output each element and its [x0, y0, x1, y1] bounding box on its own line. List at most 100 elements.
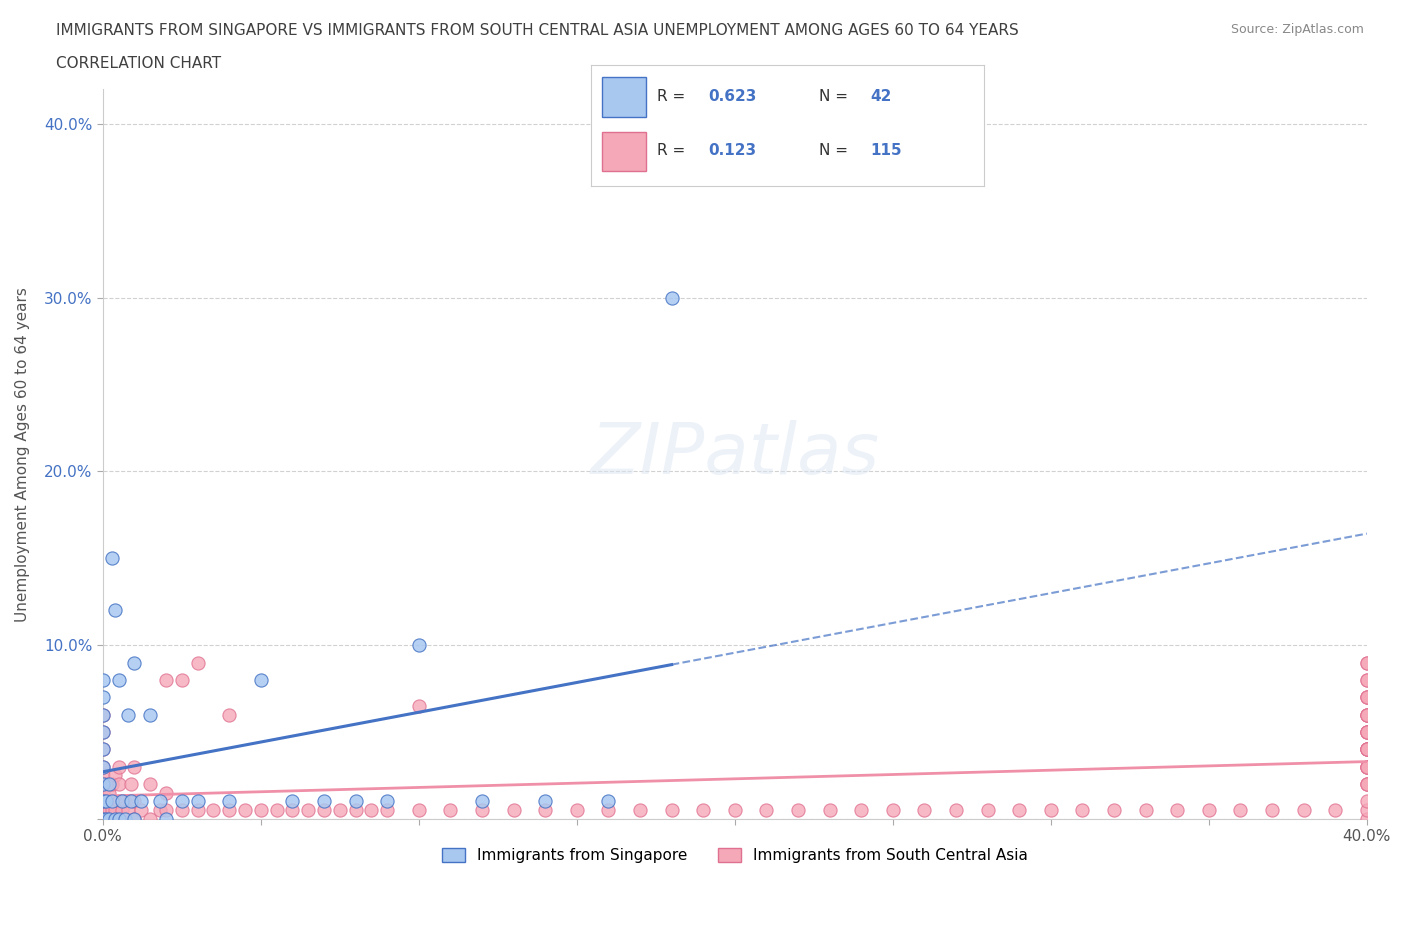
Point — [1355, 707, 1378, 722]
Point — [187, 794, 209, 809]
Point — [94, 794, 117, 809]
Point — [124, 811, 146, 826]
Point — [344, 803, 367, 817]
Point — [1355, 777, 1378, 791]
Point — [91, 785, 114, 800]
Point — [249, 803, 271, 817]
Point — [107, 811, 129, 826]
Point — [139, 777, 162, 791]
Point — [628, 803, 651, 817]
Point — [91, 794, 114, 809]
Point — [1355, 759, 1378, 774]
Point — [266, 803, 288, 817]
Point — [661, 803, 683, 817]
Text: 115: 115 — [870, 143, 901, 158]
Point — [1355, 794, 1378, 809]
Point — [91, 724, 114, 739]
Point — [91, 794, 114, 809]
Point — [94, 777, 117, 791]
Text: R =: R = — [658, 143, 690, 158]
Point — [91, 742, 114, 757]
Point — [98, 803, 121, 817]
Point — [598, 794, 620, 809]
Point — [218, 707, 240, 722]
Point — [98, 785, 121, 800]
Point — [851, 803, 873, 817]
Point — [129, 794, 152, 809]
Point — [787, 803, 810, 817]
Point — [1355, 803, 1378, 817]
Point — [91, 777, 114, 791]
Legend: Immigrants from Singapore, Immigrants from South Central Asia: Immigrants from Singapore, Immigrants fr… — [436, 843, 1033, 870]
Point — [1355, 742, 1378, 757]
Point — [104, 768, 127, 783]
Point — [1166, 803, 1188, 817]
Point — [1292, 803, 1315, 817]
Point — [1261, 803, 1284, 817]
Point — [155, 785, 177, 800]
Text: 0.623: 0.623 — [709, 89, 756, 104]
Point — [233, 803, 256, 817]
Point — [91, 777, 114, 791]
Point — [98, 777, 121, 791]
Point — [218, 803, 240, 817]
Point — [344, 794, 367, 809]
Point — [124, 811, 146, 826]
Text: N =: N = — [818, 89, 852, 104]
Point — [117, 803, 139, 817]
Point — [107, 777, 129, 791]
Point — [98, 811, 121, 826]
Point — [329, 803, 352, 817]
Point — [124, 655, 146, 670]
Point — [1355, 707, 1378, 722]
Point — [1355, 690, 1378, 705]
Point — [149, 794, 172, 809]
Point — [94, 811, 117, 826]
Point — [1355, 759, 1378, 774]
Point — [91, 690, 114, 705]
Point — [104, 811, 127, 826]
Point — [91, 742, 114, 757]
Point — [155, 811, 177, 826]
Point — [129, 803, 152, 817]
Point — [101, 551, 124, 565]
Point — [170, 672, 193, 687]
Point — [1102, 803, 1125, 817]
Text: R =: R = — [658, 89, 690, 104]
Point — [1355, 724, 1378, 739]
Point — [661, 290, 683, 305]
Point — [91, 707, 114, 722]
Bar — [602, 131, 645, 171]
Point — [91, 768, 114, 783]
Point — [598, 803, 620, 817]
Point — [692, 803, 714, 817]
Point — [91, 759, 114, 774]
Point — [1355, 759, 1378, 774]
Text: IMMIGRANTS FROM SINGAPORE VS IMMIGRANTS FROM SOUTH CENTRAL ASIA UNEMPLOYMENT AMO: IMMIGRANTS FROM SINGAPORE VS IMMIGRANTS … — [56, 23, 1019, 38]
Point — [1355, 690, 1378, 705]
Bar — [602, 77, 645, 117]
Point — [104, 603, 127, 618]
Point — [471, 803, 494, 817]
Point — [1355, 742, 1378, 757]
Point — [187, 655, 209, 670]
Point — [502, 803, 524, 817]
Point — [117, 707, 139, 722]
Point — [312, 803, 335, 817]
Point — [139, 811, 162, 826]
Point — [1355, 724, 1378, 739]
Point — [1008, 803, 1031, 817]
Point — [91, 759, 114, 774]
Point — [471, 794, 494, 809]
Point — [1355, 777, 1378, 791]
Point — [91, 811, 114, 826]
Point — [1355, 707, 1378, 722]
Point — [534, 803, 557, 817]
Point — [724, 803, 747, 817]
Point — [297, 803, 319, 817]
Point — [281, 794, 304, 809]
Point — [155, 803, 177, 817]
Point — [170, 794, 193, 809]
Point — [1229, 803, 1251, 817]
Point — [91, 803, 114, 817]
